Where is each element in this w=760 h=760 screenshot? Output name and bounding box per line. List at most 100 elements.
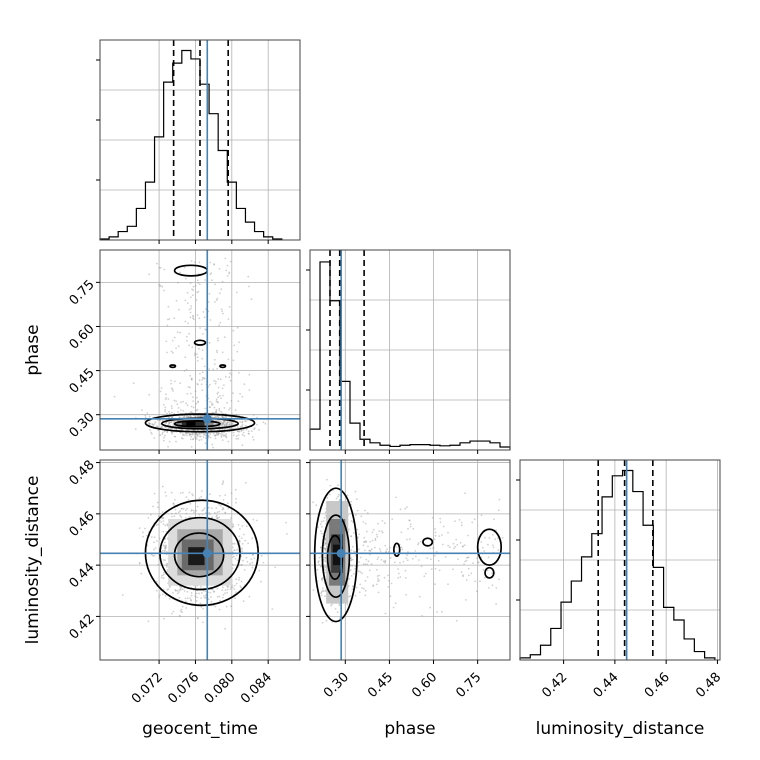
sample-point bbox=[250, 558, 253, 560]
sample-point bbox=[224, 375, 227, 378]
sample-point bbox=[164, 491, 167, 494]
sample-point bbox=[228, 271, 231, 274]
sample-point bbox=[255, 423, 258, 426]
sample-point bbox=[367, 560, 370, 563]
sample-point bbox=[241, 420, 244, 423]
sample-point bbox=[180, 608, 183, 611]
sample-point bbox=[224, 589, 227, 591]
sample-point bbox=[262, 421, 265, 424]
sample-point bbox=[192, 285, 195, 288]
sample-point bbox=[163, 439, 165, 442]
sample-point bbox=[364, 589, 367, 592]
sample-point bbox=[190, 592, 193, 594]
sample-point bbox=[232, 359, 235, 362]
sample-point bbox=[486, 569, 489, 572]
sample-point bbox=[404, 577, 407, 579]
sample-point bbox=[216, 337, 219, 340]
sample-point bbox=[164, 544, 167, 547]
sample-point bbox=[324, 566, 327, 569]
sample-point bbox=[168, 597, 171, 600]
density-cell-geocent-time-vs-luminosity-distance bbox=[188, 547, 205, 566]
sample-point bbox=[224, 494, 227, 496]
sample-point bbox=[230, 416, 233, 419]
sample-point bbox=[220, 308, 223, 311]
sample-point bbox=[241, 444, 244, 447]
sample-point bbox=[224, 428, 226, 430]
sample-point bbox=[224, 511, 227, 514]
sample-point bbox=[217, 416, 220, 419]
sample-point bbox=[191, 288, 193, 291]
sample-point bbox=[175, 512, 177, 515]
sample-point bbox=[168, 586, 171, 588]
sample-point bbox=[232, 523, 234, 526]
sample-point bbox=[222, 421, 225, 424]
sample-point bbox=[178, 589, 181, 591]
sample-point bbox=[161, 285, 164, 288]
sample-point bbox=[183, 590, 186, 592]
sample-point bbox=[199, 602, 202, 605]
sample-point bbox=[134, 428, 137, 430]
sample-point bbox=[350, 520, 353, 522]
sample-point bbox=[369, 540, 371, 543]
sample-point bbox=[215, 299, 218, 301]
sample-point bbox=[229, 372, 231, 375]
sample-point bbox=[328, 615, 331, 617]
ytick-label-phase-3: 0.75 bbox=[67, 277, 98, 308]
sample-point bbox=[384, 612, 387, 615]
sample-point bbox=[165, 564, 168, 567]
sample-point bbox=[164, 398, 167, 401]
sample-point bbox=[164, 410, 167, 413]
sample-point bbox=[337, 484, 339, 487]
xtick-label-luminosity-distance-1: 0.44 bbox=[591, 670, 622, 701]
sample-point bbox=[253, 427, 256, 430]
sample-point bbox=[362, 563, 365, 566]
sample-point bbox=[217, 432, 220, 435]
sample-point bbox=[224, 421, 226, 423]
sample-point bbox=[188, 432, 191, 435]
sample-point bbox=[318, 563, 320, 566]
sample-point bbox=[164, 541, 166, 544]
sample-point bbox=[195, 299, 198, 301]
sample-point bbox=[189, 374, 192, 377]
sample-point bbox=[202, 508, 205, 511]
sample-point bbox=[235, 554, 238, 557]
sample-point bbox=[215, 416, 218, 418]
sample-point bbox=[221, 483, 224, 486]
sample-point bbox=[195, 509, 198, 512]
sample-point bbox=[208, 292, 211, 295]
sample-point bbox=[200, 585, 202, 588]
ytick-label-phase-1: 0.45 bbox=[67, 366, 98, 397]
sample-point bbox=[204, 279, 207, 281]
sample-point bbox=[199, 435, 202, 438]
sample-point bbox=[408, 519, 411, 522]
sample-point bbox=[384, 544, 387, 547]
sample-point bbox=[196, 291, 199, 294]
sample-point bbox=[216, 351, 219, 354]
sample-point bbox=[164, 549, 167, 552]
sample-point bbox=[217, 396, 220, 398]
sample-point bbox=[195, 592, 198, 595]
sample-point bbox=[224, 512, 227, 514]
sample-point bbox=[198, 317, 201, 320]
sample-point bbox=[432, 547, 435, 550]
sample-point bbox=[360, 515, 363, 518]
sample-point bbox=[179, 409, 182, 411]
sample-point bbox=[214, 605, 217, 608]
sample-point bbox=[384, 561, 387, 564]
sample-point bbox=[183, 370, 186, 372]
sample-point bbox=[234, 557, 237, 560]
sample-point bbox=[192, 429, 195, 432]
sample-point bbox=[334, 608, 337, 610]
sample-point bbox=[157, 506, 159, 509]
contour-geocent-time-vs-phase-3 bbox=[173, 264, 209, 277]
sample-point bbox=[204, 442, 207, 445]
sample-point bbox=[219, 378, 222, 381]
sample-point bbox=[201, 509, 204, 512]
sample-point bbox=[237, 524, 240, 526]
sample-point bbox=[442, 525, 445, 528]
sample-point bbox=[213, 358, 216, 361]
sample-point bbox=[166, 523, 169, 526]
sample-point bbox=[201, 389, 204, 392]
sample-point bbox=[244, 420, 246, 422]
sample-point bbox=[222, 312, 224, 315]
